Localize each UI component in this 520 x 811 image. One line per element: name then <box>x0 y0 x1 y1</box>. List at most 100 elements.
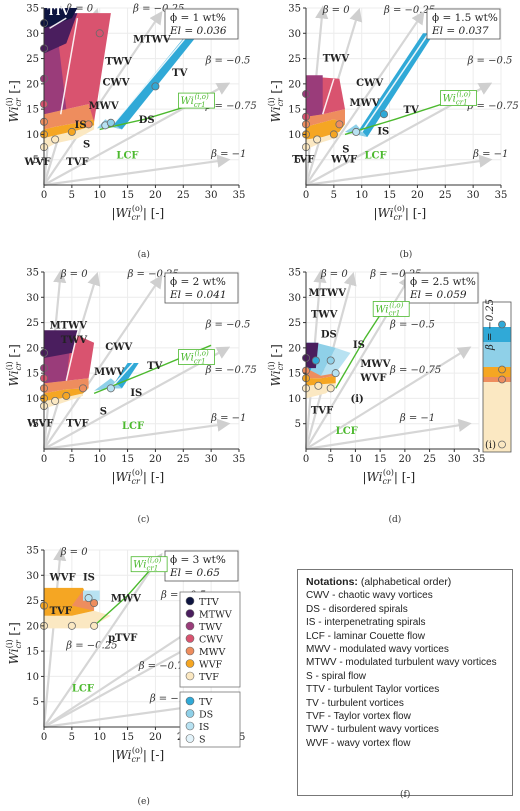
region-mwv <box>306 109 345 127</box>
data-point <box>313 135 322 144</box>
data-point <box>84 120 93 129</box>
beta-label: β = −1 <box>210 149 246 160</box>
wi-cr1-label-frame <box>130 556 168 573</box>
wi-cr1-label-text: Wicr1(i,o) <box>375 301 403 317</box>
data-point <box>106 118 115 127</box>
region-wvf <box>44 119 95 138</box>
x-axis-label: |Wicr(o)| [-] <box>112 746 165 764</box>
x-axis-label-sup: (o) <box>132 746 143 755</box>
beta-line <box>43 274 163 450</box>
region-label-mtwv: MTWV <box>50 321 88 332</box>
region-label-mwv: MWV <box>111 594 141 605</box>
region-ttv <box>44 8 78 29</box>
inset-tag: (i) <box>485 440 496 451</box>
x-tick-label: 25 <box>439 190 452 201</box>
beta-label: β = −0.75 <box>138 661 190 672</box>
region-label-ttv: TTV <box>47 7 70 18</box>
y-tick-label: 15 <box>288 105 301 116</box>
beta-label: β = 0 <box>60 547 89 558</box>
region-label-mtwv: MTWV <box>308 288 346 299</box>
y-axis-label: Wicr(i) [-] <box>267 80 285 122</box>
y-axis-label-unit: [-] <box>269 80 283 97</box>
notation-item: MTWV - modulated turbulent wavy vortices <box>306 657 497 669</box>
x-tick-label: 10 <box>349 454 362 465</box>
beta-line <box>305 154 493 187</box>
legend-label: TTV <box>199 597 219 608</box>
region-stripe <box>110 362 134 389</box>
region-ds <box>94 378 122 391</box>
legend-label: DS <box>199 710 213 721</box>
x-axis-label-sub: cr <box>132 213 141 222</box>
wi-cr1-label-text: Wicr1(i,o) <box>443 91 471 107</box>
legend-swatch <box>185 734 195 743</box>
region-label-i: (i) <box>350 394 363 405</box>
wi-cr1-label: Wicr1(i,o) <box>372 301 410 317</box>
x-tick-label: 35 <box>233 454 246 465</box>
data-point <box>326 384 335 393</box>
beta-label: β = −0.75 <box>205 365 257 376</box>
beta-label: β = 0 <box>320 269 349 280</box>
info-box: ϕ = 2 wt%El = 0.041 <box>164 272 239 304</box>
info-box-frame <box>164 272 239 304</box>
y-tick-label: 5 <box>33 697 39 708</box>
notation-item: S - spiral flow <box>306 670 367 682</box>
y-tick-label: 25 <box>26 318 39 329</box>
x-axis-label-unit: | [-] <box>143 206 164 220</box>
notation-item: IS - interpenetrating spirals <box>306 617 426 629</box>
x-tick-label: 20 <box>398 454 411 465</box>
x-tick-label: 25 <box>423 454 436 465</box>
legend-label: TWV <box>199 622 222 633</box>
region-label-mwv: MWV <box>360 359 390 370</box>
data-point <box>352 127 361 136</box>
inset-point <box>498 365 506 374</box>
region-stripe <box>49 17 67 29</box>
y-tick-label: 25 <box>288 318 301 329</box>
chart-d: β = 0 β = −0.25 β = −0.5 β = −0.75 β = −1 0 5 1… <box>267 268 512 525</box>
y-axis-label: Wicr(i) [-] <box>5 344 23 386</box>
elasticity-value: El = 0.059 <box>409 289 467 301</box>
region-label-tv: TV <box>147 361 162 372</box>
region-label-mwv: MWV <box>94 367 124 378</box>
wi-cr1-sup: (i,o) <box>195 93 209 101</box>
x-axis-label-main: Wi <box>116 748 132 762</box>
wi-cr1-label-text: Wicr1(i,o) <box>133 557 161 573</box>
y-tick-label: 30 <box>288 293 301 304</box>
x-axis-label-main: Wi <box>116 206 132 220</box>
data-point <box>62 391 71 400</box>
x-tick-label: 0 <box>41 732 47 743</box>
beta-label: β = −0.5 <box>205 56 251 67</box>
x-tick-label: 0 <box>41 190 47 201</box>
x-axis-label-bar: | <box>112 748 116 762</box>
wi-cr1-sup: (i,o) <box>147 557 161 565</box>
region-label-cwv: CWV <box>105 342 132 353</box>
beta-line <box>305 418 472 451</box>
legend-swatch <box>185 596 195 606</box>
x-tick-label: 15 <box>374 454 387 465</box>
wi-cr1-label: Wicr1(i,o) <box>130 556 168 573</box>
elasticity-value: El = 0.65 <box>169 567 220 579</box>
legend-swatch <box>185 609 195 618</box>
region-label-cwv: CWV <box>356 78 383 89</box>
beta-label: β = −1 <box>472 149 508 160</box>
y-tick-label: 20 <box>26 343 39 354</box>
region-label-s: S <box>342 145 349 156</box>
y-tick-label: 20 <box>26 79 39 90</box>
info-box-frame <box>426 8 501 40</box>
x-tick-label: 25 <box>177 454 190 465</box>
wi-cr1-sup: (i,o) <box>195 350 209 358</box>
region-label-s: S <box>83 140 90 151</box>
region-twv <box>306 75 323 117</box>
x-tick-label: 15 <box>121 732 134 743</box>
info-box-frame <box>404 272 479 304</box>
legend-swatch <box>185 634 195 643</box>
beta-label: β = −0.25 <box>383 5 435 16</box>
region-label-twv: TWV <box>323 54 350 65</box>
x-axis-label: |Wicr(o)| [-] <box>112 204 165 222</box>
x-axis-label-unit: | [-] <box>143 748 164 762</box>
region-label-wvf: WVF <box>24 157 51 168</box>
y-axis-label-sup: (i) <box>5 361 14 370</box>
wi-cr1-main: Wi <box>181 353 194 364</box>
phi-value: ϕ = 2 wt% <box>170 276 226 288</box>
y-axis-label: Wicr(i) [-] <box>5 622 23 664</box>
region-label-is: IS <box>377 126 389 137</box>
